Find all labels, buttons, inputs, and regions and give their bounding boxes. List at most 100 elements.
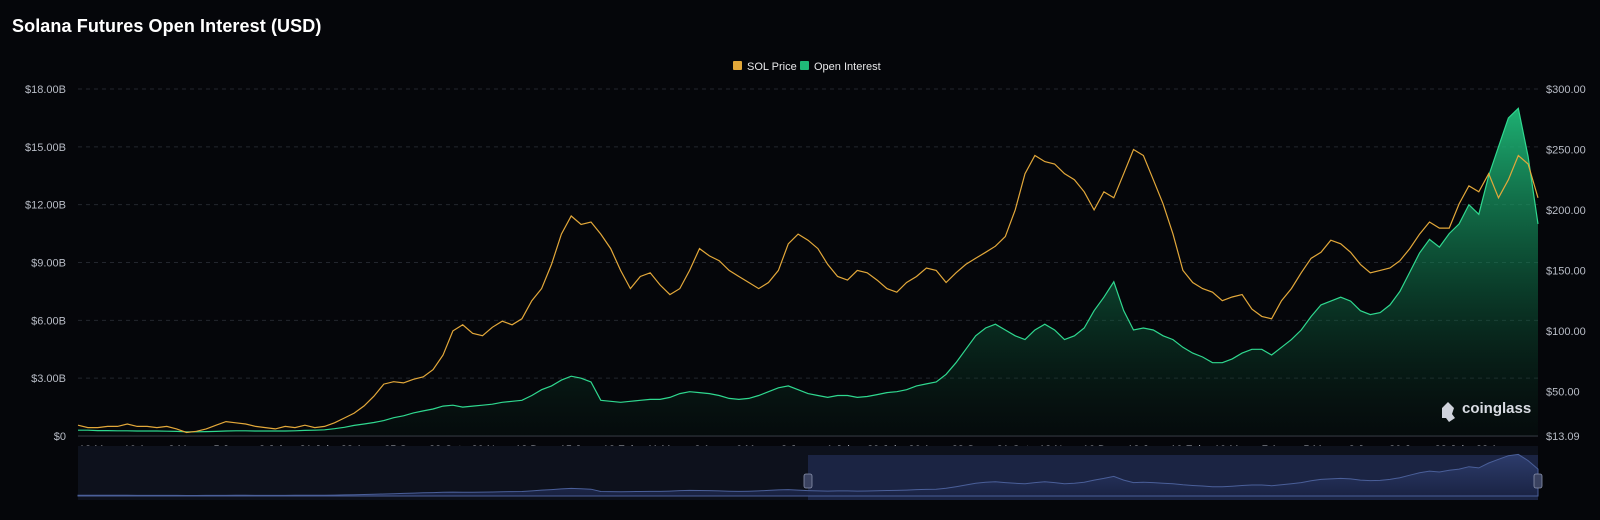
open-interest-point: [1053, 328, 1056, 331]
open-interest-point: [777, 386, 780, 389]
open-interest-point: [274, 429, 277, 432]
open-interest-point: [580, 377, 583, 380]
open-interest-point: [1231, 357, 1234, 360]
legend-label-oi[interactable]: Open Interest: [814, 61, 881, 73]
open-interest-point: [1250, 348, 1253, 351]
sol-price-point: [945, 281, 948, 284]
open-interest-point: [767, 390, 770, 393]
open-interest-point: [1438, 246, 1441, 249]
legend: SOL Price Open Interest: [733, 61, 881, 73]
open-interest-point: [1142, 327, 1145, 330]
open-interest-point: [353, 424, 356, 427]
sol-price-point: [747, 281, 750, 284]
sol-price-point: [353, 412, 356, 415]
sol-price-point: [491, 326, 494, 329]
sol-price-point: [1102, 190, 1105, 193]
sol-price-point: [619, 269, 622, 272]
y-left-tick-label: $6.00B: [31, 315, 66, 327]
sol-price-point: [589, 221, 592, 224]
sol-price-point: [639, 275, 642, 278]
sol-price-point: [1162, 202, 1165, 205]
open-interest-point: [688, 390, 691, 393]
open-interest-point: [876, 393, 879, 396]
sol-price-point: [885, 287, 888, 290]
sol-price-point: [323, 425, 326, 428]
sol-price-point: [925, 266, 928, 269]
open-interest-point: [1537, 222, 1540, 225]
navigator-handle-right[interactable]: [1533, 473, 1543, 489]
open-interest-point: [816, 394, 819, 397]
open-interest-point: [363, 423, 366, 426]
open-interest-point: [471, 405, 474, 408]
sol-price-point: [511, 323, 514, 326]
navigator-handle-left[interactable]: [803, 473, 813, 489]
sol-price-point: [1241, 293, 1244, 296]
open-interest-point: [1349, 300, 1352, 303]
open-interest-point: [1477, 213, 1480, 216]
open-interest-point: [461, 406, 464, 409]
open-interest-point: [402, 414, 405, 417]
open-interest-point: [1201, 355, 1204, 358]
open-interest-point: [619, 401, 622, 404]
sol-price-point: [846, 279, 849, 282]
sol-price-point: [974, 257, 977, 260]
sol-price-point: [303, 424, 306, 427]
sol-price-point: [757, 287, 760, 290]
sol-price-point: [402, 381, 405, 384]
open-interest-point: [1043, 323, 1046, 326]
open-interest-point: [994, 323, 997, 326]
sol-price-point: [737, 275, 740, 278]
open-interest-point: [1487, 174, 1490, 177]
sol-price-point: [708, 254, 711, 257]
legend-label-price[interactable]: SOL Price: [747, 61, 797, 73]
open-interest-point: [846, 394, 849, 397]
open-interest-point: [718, 394, 721, 397]
sol-price-point: [234, 421, 237, 424]
open-interest-point: [1270, 354, 1273, 357]
sol-price-point: [412, 378, 415, 381]
y-left-tick-label: $15.00B: [25, 142, 66, 154]
legend-swatch-price[interactable]: [733, 61, 742, 70]
sol-price-point: [668, 293, 671, 296]
coinglass-logo-icon: [1442, 402, 1455, 422]
sol-price-point: [678, 287, 681, 290]
sol-price-point: [471, 332, 474, 335]
sol-price-point: [718, 259, 721, 262]
open-interest-point: [649, 398, 652, 401]
open-interest-point: [224, 429, 227, 432]
open-interest-point: [412, 411, 415, 414]
sol-price-point: [333, 421, 336, 424]
y-left-tick-label: $3.00B: [31, 373, 66, 385]
y-right-tick-label: $100.00: [1546, 326, 1586, 338]
open-interest-point: [895, 390, 898, 393]
open-interest-point: [678, 392, 681, 395]
open-interest-point: [511, 400, 514, 403]
sol-price-point: [728, 269, 731, 272]
sol-price-point: [284, 425, 287, 428]
open-interest-point: [234, 429, 237, 432]
legend-swatch-oi[interactable]: [800, 61, 809, 70]
open-interest-point: [1359, 309, 1362, 312]
open-interest-line: [78, 107, 1539, 433]
open-interest-point: [116, 429, 119, 432]
open-interest-point: [343, 426, 346, 429]
sol-price-line: [77, 148, 1539, 434]
open-interest-point: [1004, 328, 1007, 331]
open-interest-point: [550, 384, 553, 387]
open-interest-point: [787, 384, 790, 387]
sol-price-point: [1250, 308, 1253, 311]
open-interest-point: [294, 429, 297, 432]
open-interest-point: [1132, 328, 1135, 331]
open-interest-point: [1389, 303, 1392, 306]
sol-price-point: [451, 329, 454, 332]
open-interest-point: [1093, 309, 1096, 312]
range-navigator[interactable]: [77, 446, 1543, 500]
open-interest-point: [392, 416, 395, 419]
sol-price-point: [1398, 259, 1401, 262]
sol-price-point: [688, 269, 691, 272]
open-interest-point: [1290, 338, 1293, 341]
sol-price-point: [876, 279, 879, 282]
open-interest-point: [264, 429, 267, 432]
open-interest-point: [1014, 334, 1017, 337]
open-interest-point: [96, 429, 99, 432]
